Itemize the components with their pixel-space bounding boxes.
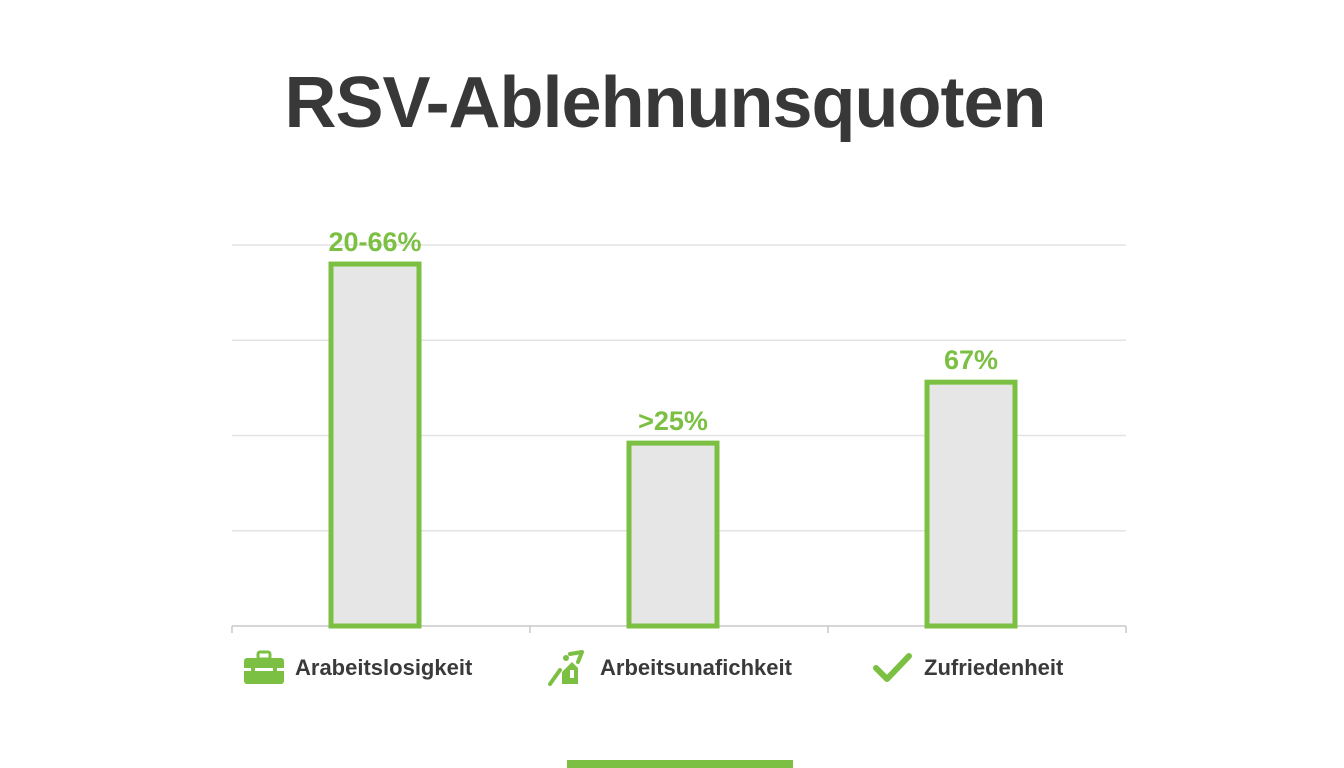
data-label-1: 20-66%: [328, 227, 421, 257]
data-label-2: >25%: [638, 406, 708, 436]
injury-icon: [548, 650, 590, 686]
category-label-arbeitsunafichkeit: Arbeitsunafichkeit: [548, 650, 792, 686]
chart-title: RSV-Ablehnunsquoten: [284, 63, 1047, 143]
checkmark-icon: [872, 650, 914, 686]
category-label-zufriedenheit: Zufriedenheit: [872, 650, 1063, 686]
category-label-arabeitslosigkeit: Arabeitslosigkeit: [243, 650, 472, 686]
bar-1: [328, 261, 422, 629]
bottom-accent-bar: [567, 760, 793, 768]
data-label-3: 67%: [944, 345, 998, 375]
bar-3: [924, 379, 1018, 629]
briefcase-icon: [243, 650, 285, 686]
category-label-text: Arbeitsunafichkeit: [600, 655, 792, 680]
category-label-text: Arabeitslosigkeit: [295, 655, 473, 680]
category-label-text: Zufriedenheit: [924, 655, 1064, 680]
bar-2: [626, 440, 720, 629]
